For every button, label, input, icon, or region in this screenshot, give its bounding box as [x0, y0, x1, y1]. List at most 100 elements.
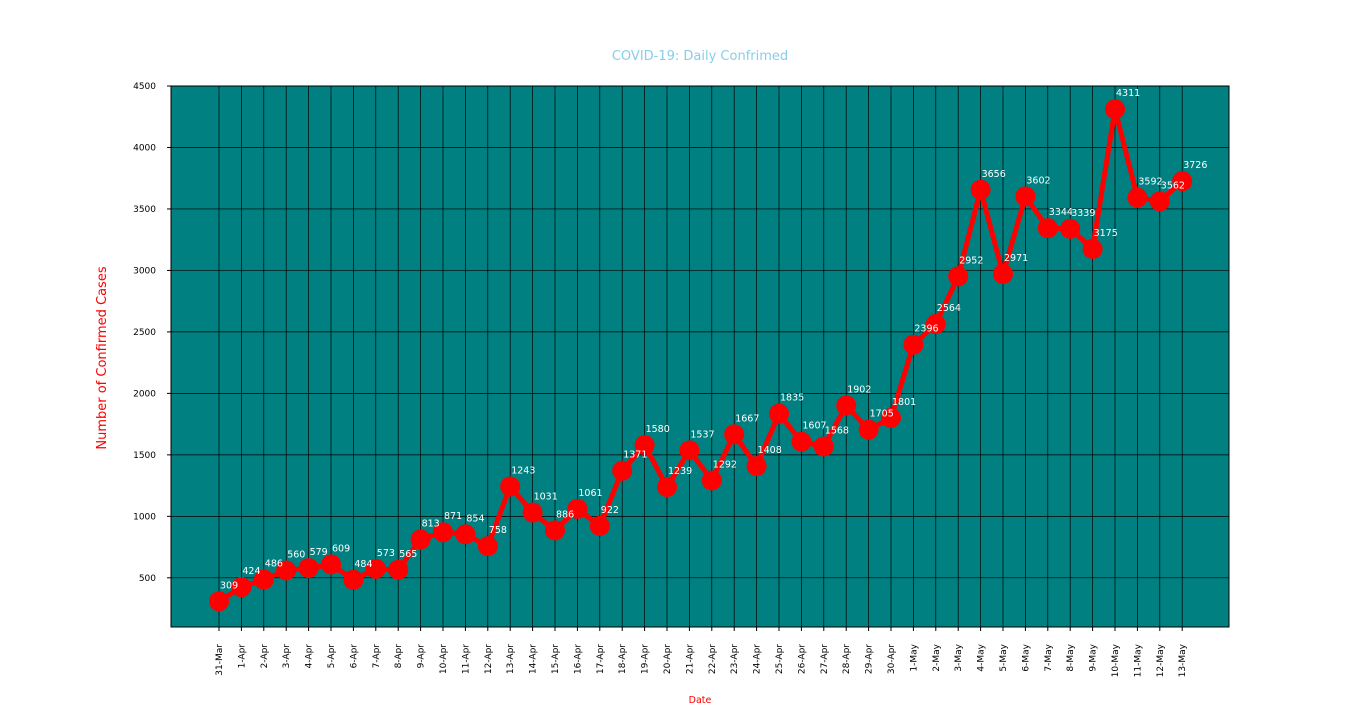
- data-label: 424: [242, 566, 260, 577]
- data-point: [500, 476, 521, 497]
- x-tick-label: 15-Apr: [551, 644, 561, 674]
- x-tick-label: 2-May: [932, 643, 942, 671]
- data-label: 1568: [825, 426, 849, 437]
- data-label: 1061: [578, 488, 602, 499]
- data-point: [522, 502, 543, 523]
- data-label: 1371: [623, 450, 647, 461]
- x-tick-label: 1-May: [909, 643, 919, 671]
- data-point: [1127, 187, 1148, 208]
- y-axis: 500 1000 1500 2000 2500 3000 3500 4000 4500: [133, 82, 171, 584]
- data-label: 922: [601, 505, 619, 516]
- x-axis: 31-Mar 1-Apr 2-Apr 3-Apr 4-Apr 5-Apr 6-Apr 7-Ap…: [215, 627, 1188, 677]
- data-point: [567, 498, 588, 519]
- x-tick-label: 25-Apr: [775, 644, 785, 674]
- data-label: 886: [556, 509, 574, 520]
- x-axis-label: Date: [689, 695, 712, 705]
- data-point: [791, 431, 812, 452]
- x-tick-label: 22-Apr: [708, 644, 718, 674]
- data-point: [455, 524, 476, 545]
- x-tick-label: 24-Apr: [753, 644, 763, 674]
- data-point: [1082, 238, 1103, 259]
- grid-lines: [171, 85, 1229, 627]
- y-tick-label: 1500: [133, 451, 156, 461]
- x-tick-label: 11-Apr: [461, 644, 471, 674]
- data-point: [701, 470, 722, 491]
- data-label: 3726: [1183, 160, 1207, 171]
- series-confirmed: [209, 99, 1193, 612]
- data-label: 813: [422, 518, 440, 529]
- data-point: [903, 334, 924, 355]
- x-tick-label: 13-May: [1178, 643, 1188, 677]
- data-point: [589, 515, 610, 536]
- data-point: [1015, 186, 1036, 207]
- y-tick-label: 500: [139, 574, 156, 584]
- x-tick-label: 13-Apr: [506, 644, 516, 674]
- y-tick-label: 1000: [133, 512, 156, 522]
- x-tick-label: 28-Apr: [842, 644, 852, 674]
- data-label: 3344: [1049, 207, 1073, 218]
- data-point: [388, 559, 409, 580]
- data-point: [993, 263, 1013, 284]
- data-label: 579: [310, 547, 328, 558]
- data-point: [634, 435, 655, 456]
- data-label: 2952: [959, 255, 983, 266]
- chart-title: COVID-19: Daily Confrimed: [612, 49, 788, 64]
- data-label: 565: [399, 549, 417, 560]
- data-label: 1292: [713, 459, 737, 470]
- data-point: [925, 314, 946, 335]
- data-point: [724, 424, 745, 445]
- data-label: 4311: [1116, 88, 1140, 99]
- y-axis-label: Number of Confirmed Cases: [95, 266, 110, 449]
- data-label: 2971: [1004, 253, 1028, 264]
- data-label: 2564: [937, 303, 961, 314]
- data-point: [365, 558, 386, 579]
- data-point: [881, 407, 901, 428]
- x-tick-label: 4-Apr: [305, 644, 315, 669]
- x-tick-label: 6-May: [1021, 643, 1031, 671]
- y-tick-label: 2000: [133, 389, 156, 399]
- x-tick-label: 18-Apr: [618, 644, 628, 674]
- x-tick-label: 20-Apr: [663, 644, 673, 674]
- x-tick-label: 3-May: [954, 643, 964, 671]
- x-tick-label: 12-Apr: [484, 644, 494, 674]
- x-tick-label: 21-Apr: [685, 644, 695, 674]
- x-tick-label: 9-Apr: [417, 644, 427, 669]
- plot-area: [170, 85, 1230, 628]
- data-point: [1172, 171, 1193, 192]
- data-point: [1037, 218, 1058, 239]
- data-point: [858, 419, 879, 440]
- x-tick-label: 7-May: [1044, 643, 1054, 671]
- data-label: 1243: [511, 465, 535, 476]
- data-label: 1408: [758, 445, 782, 456]
- data-point: [612, 460, 633, 481]
- data-label: 484: [354, 559, 372, 570]
- data-point: [1060, 218, 1081, 239]
- data-point: [813, 436, 834, 457]
- x-tick-label: 11-May: [1133, 643, 1143, 677]
- data-point: [836, 395, 857, 416]
- x-tick-label: 26-Apr: [797, 644, 807, 674]
- data-point: [948, 266, 969, 287]
- data-point: [970, 179, 991, 200]
- data-label: 1667: [735, 413, 759, 424]
- x-tick-label: 9-May: [1089, 643, 1099, 671]
- data-label: 3592: [1138, 177, 1162, 188]
- data-point: [657, 476, 677, 497]
- data-label: 3602: [1026, 175, 1050, 186]
- x-tick-label: 7-Apr: [372, 644, 382, 669]
- y-tick-label: 3000: [133, 266, 156, 276]
- data-point: [1105, 99, 1125, 120]
- x-tick-label: 14-Apr: [529, 644, 539, 674]
- data-point: [769, 403, 789, 424]
- data-point: [253, 569, 274, 590]
- data-label: 309: [220, 580, 238, 591]
- data-point: [276, 560, 297, 581]
- data-label: 486: [265, 559, 283, 570]
- data-point: [679, 440, 700, 461]
- data-label: 871: [444, 511, 462, 522]
- x-tick-label: 29-Apr: [865, 644, 875, 674]
- data-point: [477, 536, 498, 557]
- x-tick-label: 5-Apr: [327, 644, 337, 669]
- data-label: 1607: [802, 421, 826, 432]
- data-point: [298, 558, 319, 579]
